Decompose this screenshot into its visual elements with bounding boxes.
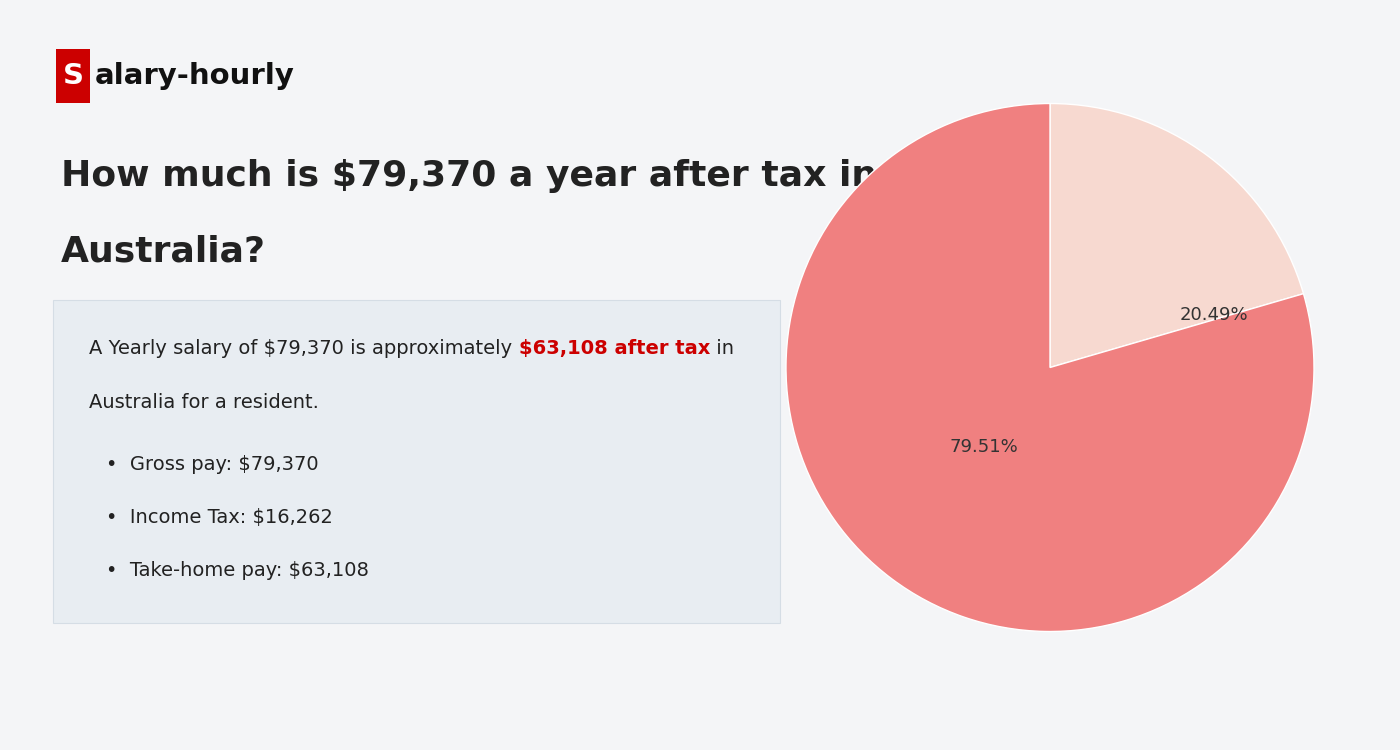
Wedge shape — [1050, 104, 1303, 368]
Text: in: in — [710, 339, 734, 358]
Text: •  Take-home pay: $63,108: • Take-home pay: $63,108 — [105, 560, 368, 580]
Text: 20.49%: 20.49% — [1179, 306, 1247, 324]
Text: $63,108 after tax: $63,108 after tax — [518, 339, 710, 358]
Text: A Yearly salary of $79,370 is approximately: A Yearly salary of $79,370 is approximat… — [90, 339, 518, 358]
FancyBboxPatch shape — [53, 300, 780, 622]
Text: Australia?: Australia? — [62, 234, 266, 268]
Wedge shape — [785, 104, 1315, 632]
Text: S: S — [63, 62, 84, 91]
Text: 79.51%: 79.51% — [949, 438, 1018, 456]
Text: •  Gross pay: $79,370: • Gross pay: $79,370 — [105, 455, 318, 475]
Text: Australia for a resident.: Australia for a resident. — [90, 393, 319, 412]
Text: How much is $79,370 a year after tax in: How much is $79,370 a year after tax in — [62, 159, 876, 194]
Text: •  Income Tax: $16,262: • Income Tax: $16,262 — [105, 508, 332, 527]
FancyBboxPatch shape — [56, 49, 90, 103]
Text: alary-hourly: alary-hourly — [95, 62, 295, 91]
